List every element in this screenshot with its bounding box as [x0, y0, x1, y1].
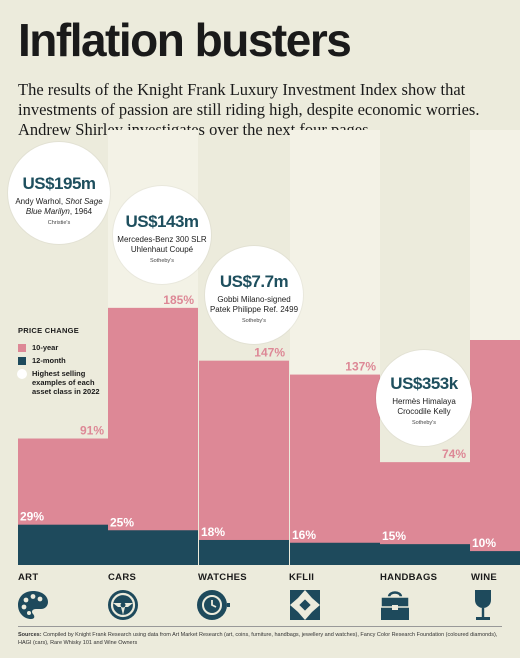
legend-label-highlight: Highest selling examples of each asset c… [32, 369, 100, 396]
highlight-desc-text: Mercedes-Benz 300 SLR [117, 235, 207, 244]
sources-text: Compiled by Knight Frank Research using … [18, 632, 498, 646]
category-label-watches: WATCHES [198, 572, 247, 583]
highlight-price: US$195m [22, 174, 96, 193]
highlight-bubble-handbags: US$353k Hermès Himalaya Crocodile Kelly … [376, 350, 472, 446]
highlight-bubble-cars: US$143m Mercedes-Benz 300 SLR Uhlenhaut … [113, 186, 211, 284]
legend-dot-highlight [17, 369, 27, 379]
highlight-desc-text: Uhlenhaut Coupé [130, 245, 194, 254]
data-label-12-month: 29% [20, 510, 44, 524]
category-label-handbags: HANDBAGS [380, 572, 438, 583]
legend-item-highlight: Highest selling examples of each asset c… [17, 369, 104, 396]
data-label-12-month: 16% [292, 528, 316, 542]
legend: PRICE CHANGE 10-year 12-month Highest se… [17, 326, 104, 400]
highlight-price: US$143m [125, 212, 199, 231]
highlight-desc-text: Andy Warhol, [15, 197, 66, 206]
data-label-12-month: 18% [201, 525, 225, 539]
highlight-desc-text: Gobbi Milano-signed [217, 295, 291, 304]
highlight-description: Gobbi Milano-signed Patek Philippe Ref. … [205, 295, 303, 315]
palette-icon [18, 591, 48, 619]
bar-10-year [199, 360, 289, 565]
bar-10-year [470, 340, 520, 565]
data-label-12-month: 15% [382, 529, 406, 543]
highlight-source: Sotheby's [242, 318, 266, 324]
legend-swatch-10-year [18, 344, 26, 352]
category-label-wine: WINE [471, 572, 498, 583]
category-label-art: ART [18, 572, 39, 583]
legend-label-10-year: 10-year [32, 343, 59, 352]
data-label-12-month: 25% [110, 515, 134, 529]
highlight-description: Andy Warhol, Shot Sage Blue Marilyn, 196… [8, 197, 110, 217]
highlight-source: Christie's [47, 220, 71, 226]
highlight-desc-text: Crocodile Kelly [397, 407, 451, 416]
highlight-description: Mercedes-Benz 300 SLR Uhlenhaut Coupé [113, 235, 211, 255]
sources-note: Sources: Compiled by Knight Frank Resear… [18, 632, 502, 647]
sources-label: Sources: [18, 632, 42, 638]
intro-text: The results of the Knight Frank Luxury I… [18, 80, 480, 139]
legend-item-10-year: 10-year [18, 343, 104, 352]
data-label-10-year: 147% [254, 346, 285, 360]
category-label-kflii: KFLII [289, 572, 315, 583]
bar-12-month [18, 524, 108, 565]
wine-glass-icon [475, 590, 491, 620]
highlight-desc-text: Patek Philippe Ref. 2499 [209, 305, 299, 314]
legend-swatch-12-month [18, 357, 26, 365]
highlight-price: US$353k [390, 374, 458, 393]
highlight-price: US$7.7m [219, 272, 289, 291]
highlight-desc-text: Hermès Himalaya [392, 397, 456, 406]
highlight-description: Hermès Himalaya Crocodile Kelly [376, 397, 472, 417]
sources-divider [18, 626, 502, 627]
page-title: Inflation busters [18, 14, 352, 66]
highlight-bubble-art: US$195m Andy Warhol, Shot Sage Blue Mari… [8, 142, 110, 244]
data-label-10-year: 137% [345, 360, 376, 374]
data-label-10-year: 185% [163, 293, 194, 307]
highlight-source: Sotheby's [150, 258, 174, 264]
category-label-cars: CARS [108, 572, 137, 583]
legend-label-12-month: 12-month [32, 356, 66, 365]
bar-12-month [290, 542, 380, 565]
bar-10-year [290, 374, 380, 565]
highlight-desc-italic: Shot Sage [65, 197, 103, 206]
kflii-index-icon [290, 590, 320, 620]
highlight-source: Sotheby's [412, 420, 436, 426]
highlight-desc-text: , 1964 [69, 207, 93, 216]
data-label-10-year: 74% [442, 447, 466, 461]
bar-12-month [470, 551, 520, 565]
data-label-12-month: 10% [472, 536, 496, 550]
handbag-icon [380, 591, 410, 620]
bar-chart: 91% 29% 185% 25% 147% 18% 137% 16% 74% 15% 10% [18, 130, 520, 565]
highlight-desc-italic: Blue Marilyn [25, 207, 70, 216]
steering-wheel-icon [108, 590, 138, 620]
bar-12-month [108, 530, 198, 565]
highlight-bubble-watches: US$7.7m Gobbi Milano-signed Patek Philip… [205, 246, 303, 344]
legend-heading: PRICE CHANGE [18, 326, 80, 335]
bar-12-month [199, 539, 289, 565]
bar-12-month [380, 544, 470, 565]
data-label-10-year: 91% [80, 424, 104, 438]
watch-icon [197, 590, 230, 620]
bar-10-year [108, 307, 198, 565]
legend-item-12-month: 12-month [18, 356, 104, 365]
